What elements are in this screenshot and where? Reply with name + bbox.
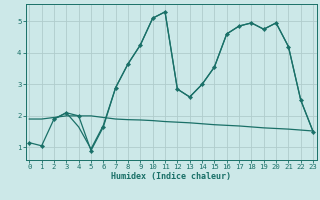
X-axis label: Humidex (Indice chaleur): Humidex (Indice chaleur) bbox=[111, 172, 231, 181]
